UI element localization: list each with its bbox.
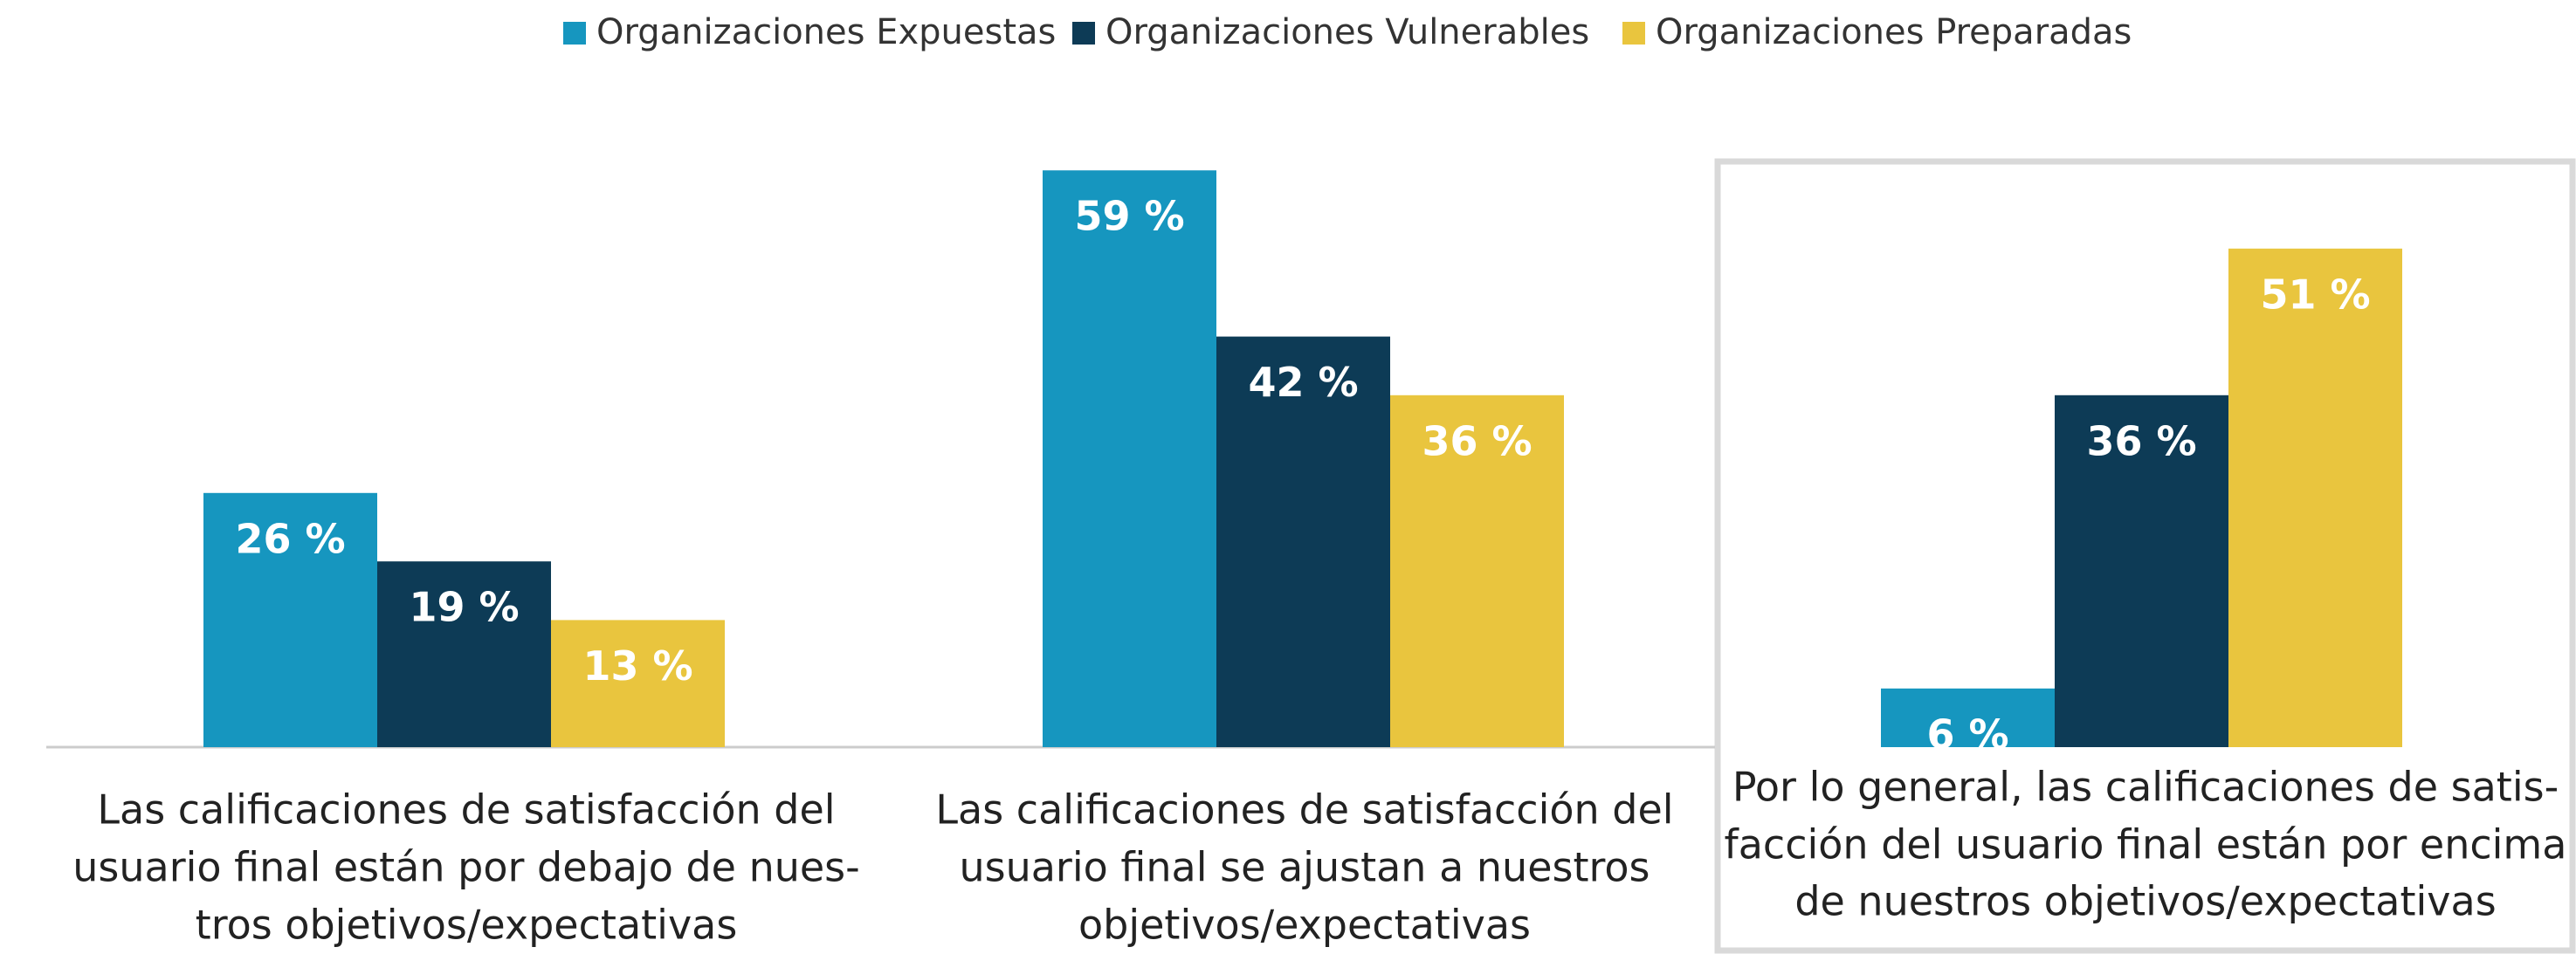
value-label: 19 % — [409, 584, 519, 631]
value-label: 36 % — [1422, 417, 1532, 464]
legend-swatch — [1622, 22, 1645, 45]
value-label: 59 % — [1074, 193, 1184, 240]
value-label: 36 % — [2086, 417, 2196, 464]
bar — [1390, 395, 1564, 747]
legend-swatch — [1072, 22, 1095, 45]
value-label: 51 % — [2260, 271, 2370, 318]
x-tick-label: tros objetivos/expectativas — [196, 902, 738, 949]
legend-label: Organizaciones Vulnerables — [1105, 12, 1589, 52]
value-label: 6 % — [1926, 710, 2008, 758]
bar — [2055, 395, 2228, 747]
x-tick-label: Por lo general, las calificaciones de sa… — [1732, 764, 2559, 811]
bar — [203, 492, 377, 747]
x-tick-label: objetivos/expectativas — [1078, 902, 1531, 949]
bar — [551, 620, 725, 747]
value-label: 42 % — [1248, 359, 1358, 406]
legend-label: Organizaciones Expuestas — [596, 12, 1056, 52]
x-tick-label: de nuestros objetivos/expectativas — [1794, 878, 2496, 925]
value-label: 26 % — [235, 515, 345, 562]
bar — [1043, 170, 1216, 747]
legend-label: Organizaciones Preparadas — [1656, 12, 2132, 52]
bar — [1881, 688, 2055, 747]
x-tick-label: usuario final se ajustan a nuestros — [959, 844, 1650, 891]
legend-swatch — [563, 22, 586, 45]
bar — [2228, 248, 2402, 747]
bar — [1216, 336, 1390, 747]
bar — [377, 561, 551, 747]
x-tick-label: Las calificaciones de satisfacción del — [97, 786, 835, 834]
x-tick-label: usuario final están por debajo de nues- — [72, 844, 860, 891]
x-tick-label: Las calificaciones de satisfacción del — [935, 786, 1673, 834]
highlight-box — [1714, 158, 2576, 954]
value-label: 13 % — [582, 642, 692, 690]
x-tick-label: facción del usuario final están por enci… — [1725, 821, 2567, 868]
